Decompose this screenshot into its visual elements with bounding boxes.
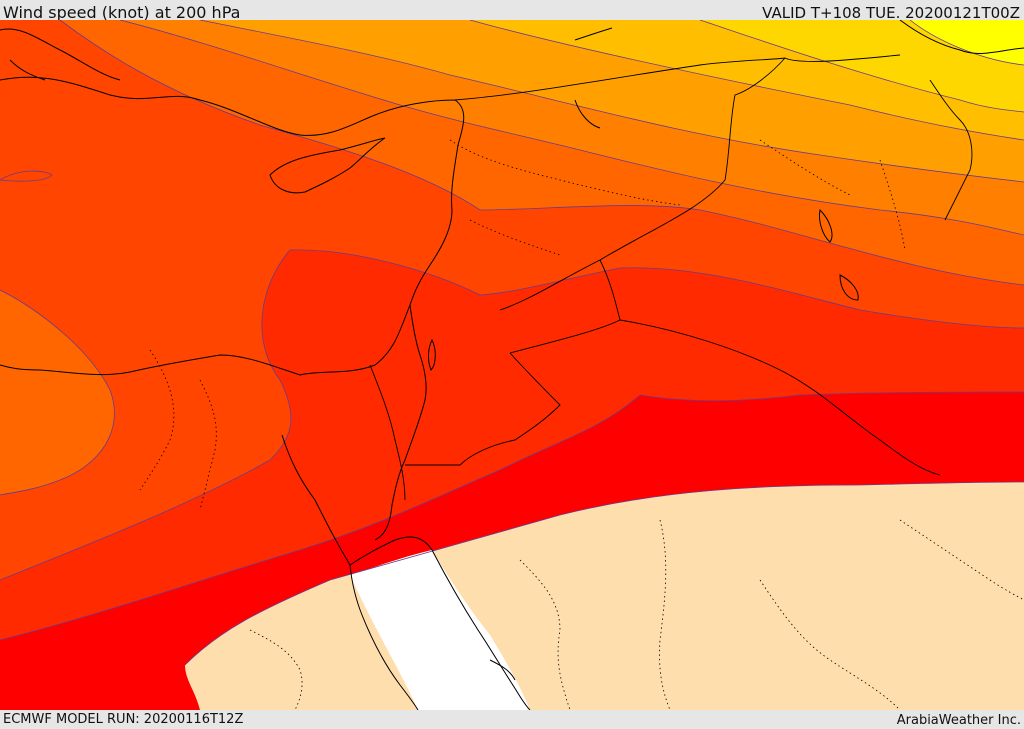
header-bar: Wind speed (knot) at 200 hPa VALID T+108… [0, 0, 1024, 22]
wind-speed-map [0, 20, 1024, 710]
country-borders [369, 54, 973, 501]
isotach-contours [0, 20, 1024, 666]
admin-boundaries [139, 139, 1024, 710]
map-title: Wind speed (knot) at 200 hPa [3, 3, 241, 22]
valid-time: VALID T+108 TUE. 20200121T00Z [762, 4, 1020, 22]
credit: ArabiaWeather Inc. [896, 713, 1021, 728]
band-orange-left-pool [0, 290, 115, 495]
footer-bar: ECMWF MODEL RUN: 20200116T12Z ArabiaWeat… [0, 710, 1024, 729]
coastlines [0, 20, 1024, 710]
band-calm-red-sea [350, 550, 530, 710]
model-run: ECMWF MODEL RUN: 20200116T12Z [3, 712, 244, 727]
